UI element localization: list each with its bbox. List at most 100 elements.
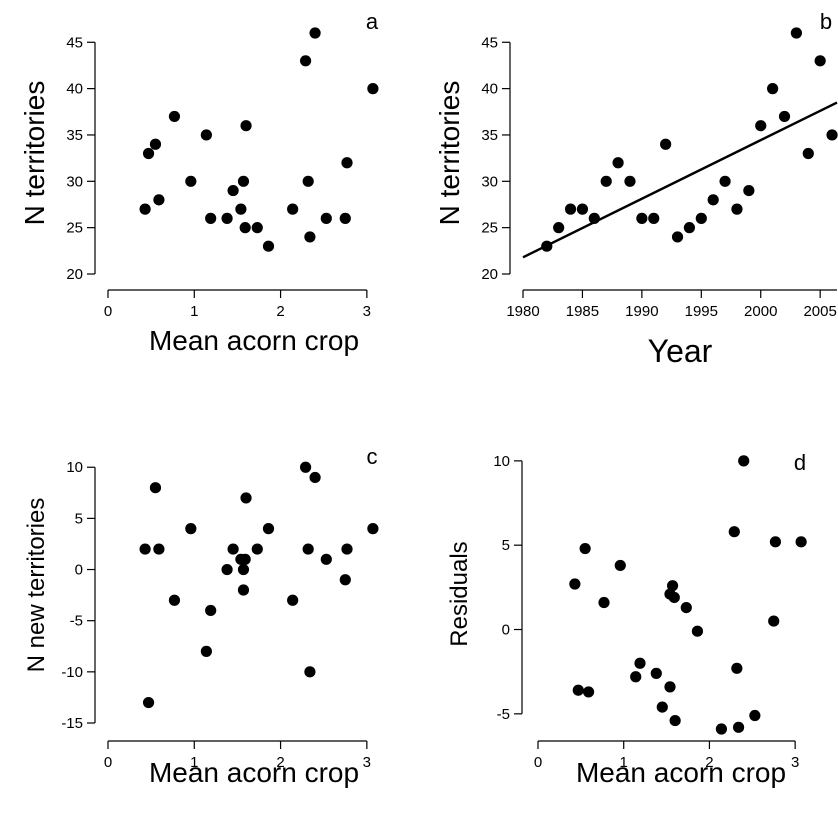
- data-point: [185, 175, 197, 187]
- data-point: [588, 212, 600, 224]
- data-point: [541, 240, 553, 252]
- data-point: [624, 175, 636, 187]
- data-point: [205, 604, 217, 617]
- data-point: [149, 482, 162, 494]
- y-tick-label: 5: [75, 510, 83, 527]
- data-point: [683, 222, 696, 234]
- data-point: [168, 110, 181, 123]
- data-point: [200, 129, 212, 141]
- panel-label: d: [794, 450, 806, 475]
- x-axis-title: Mean acorn crop: [149, 757, 359, 788]
- y-tick-label: 20: [66, 266, 83, 283]
- data-point: [614, 559, 626, 572]
- y-axis-title: N territories: [434, 81, 465, 226]
- data-point: [149, 138, 162, 150]
- y-tick-label: 45: [66, 34, 83, 51]
- data-point: [582, 686, 595, 698]
- data-point: [691, 625, 704, 637]
- data-point: [240, 120, 252, 132]
- data-point: [339, 212, 351, 224]
- data-point: [732, 721, 745, 733]
- data-point: [802, 147, 814, 160]
- y-axis-title: N territories: [19, 81, 50, 226]
- panel-label: b: [820, 9, 832, 34]
- y-tick-label: -5: [497, 706, 510, 723]
- x-tick-label: 1: [190, 754, 198, 771]
- y-tick-label: 25: [481, 220, 498, 237]
- x-tick-label: 0: [534, 754, 542, 771]
- y-tick-label: 35: [66, 127, 83, 144]
- x-tick-label: 3: [363, 303, 371, 320]
- data-point: [731, 662, 743, 674]
- data-point: [239, 222, 251, 234]
- y-tick-label: -15: [61, 715, 83, 732]
- data-point: [237, 584, 250, 596]
- data-point: [660, 138, 672, 150]
- y-tick-label: 25: [66, 220, 83, 237]
- y-tick-label: 0: [75, 562, 83, 579]
- data-point: [743, 184, 755, 197]
- x-tick-label: 0: [104, 303, 112, 320]
- y-axis-title: Residuals: [446, 541, 473, 646]
- data-point: [251, 222, 263, 234]
- data-point: [185, 523, 197, 535]
- data-point: [367, 523, 379, 535]
- panel-label: c: [367, 444, 378, 469]
- data-point: [302, 175, 314, 187]
- y-tick-label: -10: [61, 664, 83, 681]
- panel-d: 0 1 2 3 -5 0 5 10 Mean acorn crop Residuals d: [446, 450, 807, 788]
- data-point: [612, 157, 624, 169]
- data-point: [142, 147, 155, 160]
- data-point: [656, 701, 668, 713]
- x-tick-label: 2: [705, 754, 713, 771]
- x-tick-label: 0: [104, 754, 112, 771]
- data-point: [728, 526, 740, 538]
- x-tick-label: 1: [620, 754, 628, 771]
- data-point: [814, 55, 826, 67]
- data-point: [826, 129, 838, 141]
- x-tick-label: 3: [791, 754, 799, 771]
- data-point: [341, 543, 353, 555]
- data-point: [707, 194, 719, 206]
- data-point: [648, 212, 660, 224]
- data-point: [715, 723, 728, 735]
- data-point: [320, 212, 332, 224]
- x-axis-title: Year: [648, 333, 713, 369]
- data-point: [367, 83, 379, 95]
- data-point: [600, 175, 612, 187]
- data-point: [790, 27, 802, 39]
- y-tick-label: 30: [66, 173, 83, 190]
- y-axis-title: N new territories: [23, 498, 50, 673]
- x-tick-label: 1990: [625, 303, 658, 320]
- y-tick-label: 30: [481, 173, 498, 190]
- regression-line: [522, 101, 838, 259]
- data-point: [795, 536, 807, 548]
- data-point: [168, 594, 181, 606]
- x-tick-label: 1985: [566, 303, 599, 320]
- data-point: [320, 553, 332, 565]
- data-point: [341, 157, 353, 169]
- data-point: [630, 671, 642, 683]
- data-point: [778, 110, 791, 123]
- data-point: [671, 231, 684, 243]
- data-point: [262, 240, 275, 252]
- data-point: [767, 83, 779, 95]
- panel-label: a: [366, 9, 379, 34]
- y-tick-label: 20: [481, 266, 498, 283]
- panel-c: 0 1 2 3 -15 -10 -5 0 5 10 Mean acorn crop N new ter…: [23, 444, 379, 788]
- data-point: [153, 194, 165, 206]
- data-point: [235, 203, 247, 215]
- data-point: [251, 543, 263, 555]
- data-point: [139, 203, 151, 215]
- data-point: [221, 212, 233, 224]
- data-point: [768, 615, 780, 627]
- x-tick-label: 1980: [506, 303, 539, 320]
- data-point: [769, 536, 782, 548]
- y-tick-label: 5: [502, 537, 510, 554]
- x-tick-label: 2: [276, 754, 284, 771]
- data-point: [237, 563, 250, 576]
- data-point: [287, 594, 299, 606]
- data-point: [719, 175, 731, 187]
- data-point: [755, 120, 767, 132]
